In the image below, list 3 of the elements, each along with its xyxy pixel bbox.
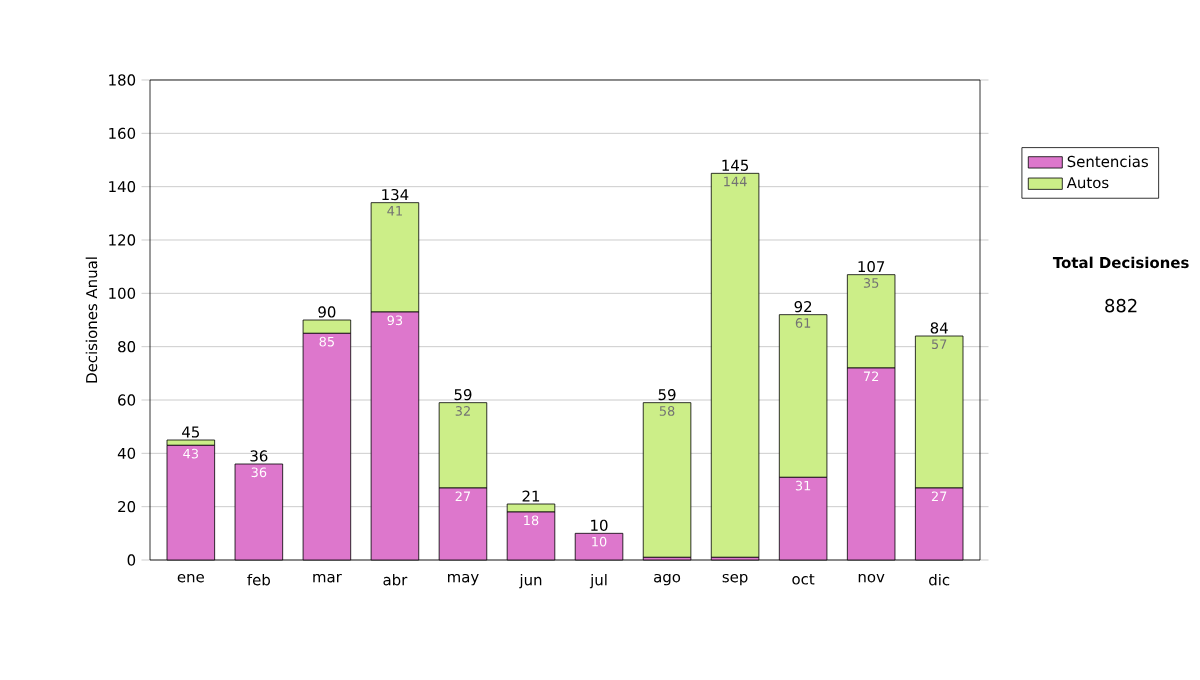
text: 882 (1105, 298, 1137, 313)
bar (642, 402, 692, 558)
bar (710, 172, 760, 558)
